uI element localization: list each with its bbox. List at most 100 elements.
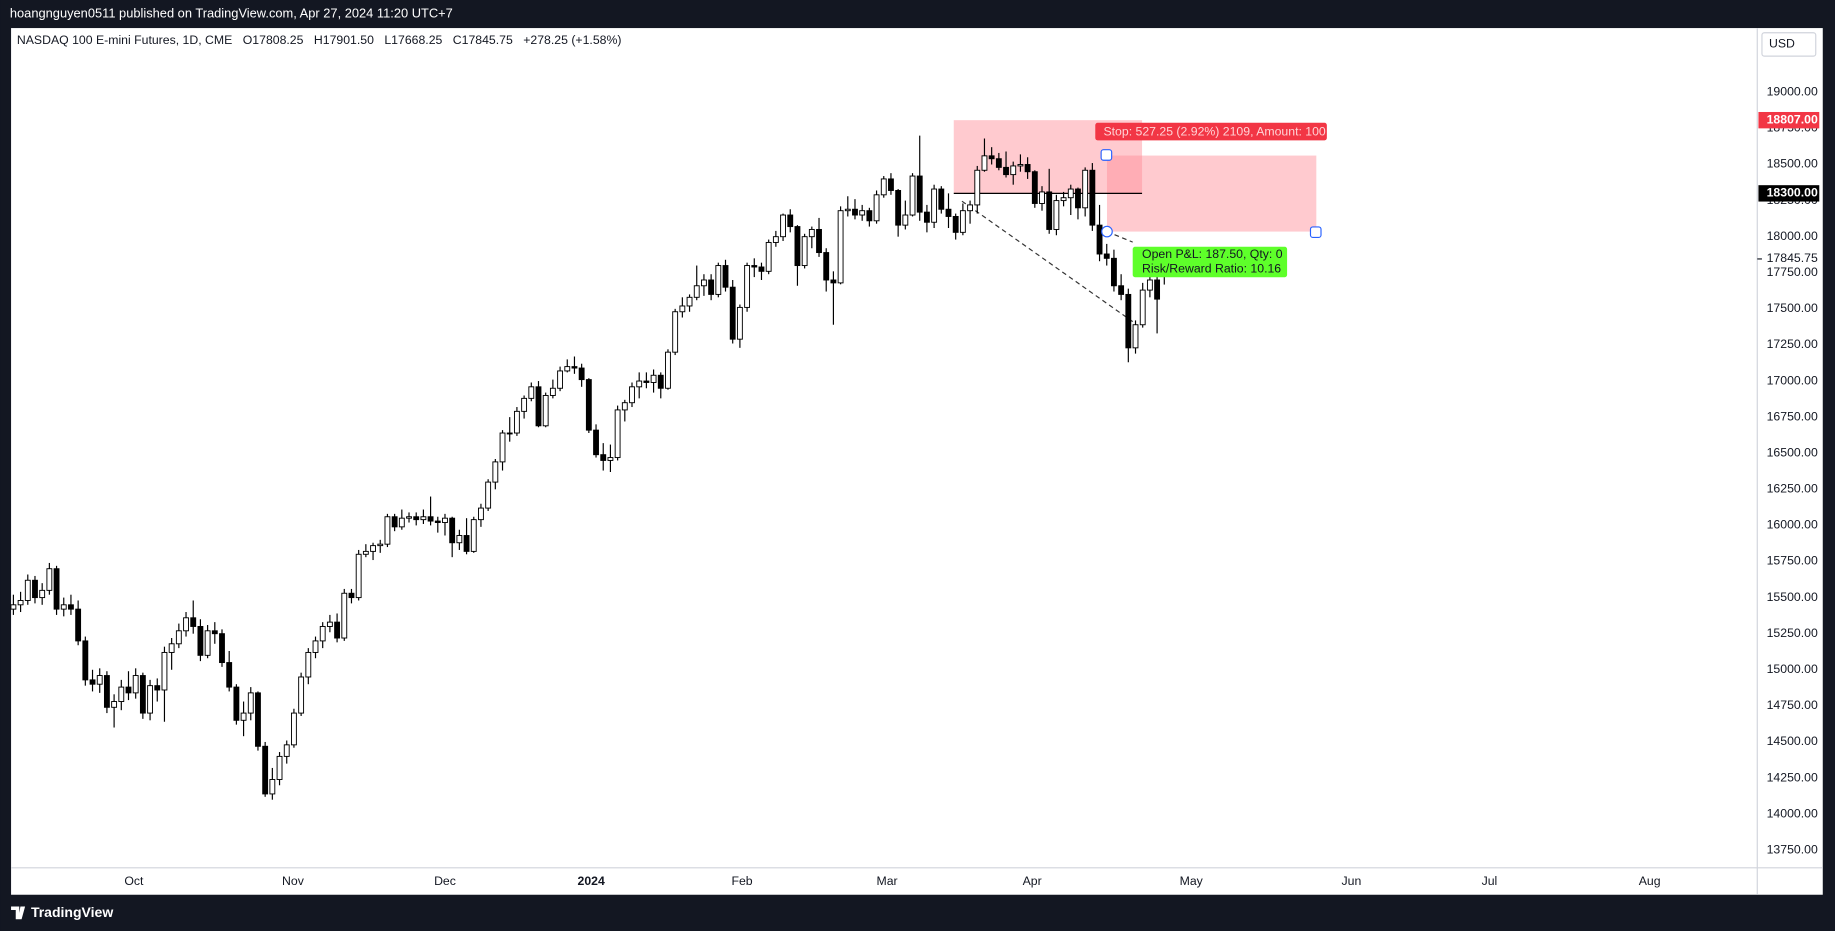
y-tick-label: 17500.00 <box>1767 301 1818 315</box>
candle-body <box>420 516 427 521</box>
candle-body <box>1010 165 1017 176</box>
x-tick-label: Nov <box>282 874 305 888</box>
candle-body <box>32 579 38 599</box>
handle[interactable] <box>1100 149 1113 161</box>
candle-body <box>197 625 204 656</box>
candle-body <box>219 633 225 664</box>
candle-body <box>449 517 456 544</box>
candle-body <box>319 625 326 642</box>
candle-body <box>1067 188 1074 199</box>
candle-body <box>427 516 434 522</box>
y-tick-label: 16000.00 <box>1767 518 1818 532</box>
y-tick-label: 15500.00 <box>1767 590 1818 604</box>
candle-body <box>478 507 484 521</box>
candle-body <box>168 643 175 653</box>
candle-body <box>118 686 125 703</box>
candle-body <box>938 188 945 210</box>
candle-body <box>46 568 53 591</box>
candle-body <box>485 481 492 509</box>
candle-body <box>1103 253 1110 259</box>
y-tick-label: 17000.00 <box>1767 373 1818 387</box>
candle-body <box>341 592 348 639</box>
candle-body <box>650 374 657 383</box>
candle-body <box>291 712 297 746</box>
y-tick-label: 19000.00 <box>1767 85 1818 99</box>
price-label: 17845.75 <box>1767 251 1818 265</box>
candle-body <box>269 779 276 795</box>
candle-body <box>463 535 470 552</box>
chart-area <box>11 28 1823 895</box>
candle-body <box>1146 279 1153 291</box>
candle-body <box>1046 191 1053 230</box>
candle-body <box>513 410 520 434</box>
x-tick-label: Jun <box>1342 874 1362 888</box>
candle-body <box>183 617 189 632</box>
x-tick-label: Mar <box>877 874 898 888</box>
y-tick-label: 16250.00 <box>1767 482 1818 496</box>
candle-body <box>629 386 635 404</box>
y-tick-label: 16500.00 <box>1767 445 1818 459</box>
candle-body <box>729 286 736 340</box>
candle-body <box>233 686 240 721</box>
x-tick-label: Dec <box>434 874 456 888</box>
candle-body <box>24 579 31 601</box>
candle-body <box>456 535 463 544</box>
candle-body <box>111 701 118 708</box>
candle-body <box>10 604 17 610</box>
candle-body <box>1125 293 1132 349</box>
candle-body <box>75 608 82 642</box>
currency-box[interactable] <box>1761 32 1817 57</box>
candle-body <box>614 409 621 459</box>
candle-body <box>952 215 959 233</box>
candle-body <box>981 155 988 171</box>
candle-body <box>377 543 384 547</box>
candle-body <box>916 175 923 213</box>
candle-body <box>959 210 966 233</box>
pnl-box <box>1132 246 1288 278</box>
candle-body <box>470 519 477 552</box>
candle-body <box>334 621 341 639</box>
y-tick-label: 14500.00 <box>1767 734 1818 748</box>
candle-body <box>89 679 96 685</box>
candle-body <box>406 516 412 519</box>
handle[interactable] <box>1309 226 1322 239</box>
candle-body <box>751 265 758 268</box>
candle-body <box>1003 166 1009 176</box>
candle-body <box>708 279 715 295</box>
stop-box <box>1095 122 1327 141</box>
candle-body <box>801 236 808 267</box>
candle-body <box>657 374 664 389</box>
candle-body <box>298 676 305 714</box>
candle-body <box>391 516 398 528</box>
candle-body <box>1024 164 1031 173</box>
change: +278.25 (+1.58%) <box>523 33 621 47</box>
candle-body <box>765 241 772 272</box>
candle-body <box>53 568 60 610</box>
y-tick-label: 13750.00 <box>1767 842 1818 856</box>
candle-body <box>68 604 74 610</box>
candle-body <box>772 236 779 243</box>
candle-body <box>816 228 822 254</box>
currency: USD <box>1769 37 1795 51</box>
candle-body <box>888 178 894 191</box>
candle-body <box>506 432 513 435</box>
candle-body <box>736 306 743 340</box>
candle-body <box>17 600 24 606</box>
candle-body <box>139 675 146 714</box>
candle-body <box>643 380 650 383</box>
candle-body <box>880 178 887 196</box>
candle-body <box>593 429 599 456</box>
candle-body <box>1060 197 1067 202</box>
x-tick-label: Feb <box>731 874 752 888</box>
candle-body <box>312 640 319 653</box>
candle-body <box>434 520 441 523</box>
candle-body <box>1096 224 1103 255</box>
candle-body <box>276 755 283 780</box>
candle-body <box>384 516 391 545</box>
candle-body <box>190 617 197 627</box>
handle[interactable] <box>1101 225 1113 238</box>
pnl-label: Open P&L: 187.50, Qty: 0 <box>1142 247 1283 261</box>
candle-body <box>255 692 261 747</box>
candle-body <box>355 553 362 599</box>
